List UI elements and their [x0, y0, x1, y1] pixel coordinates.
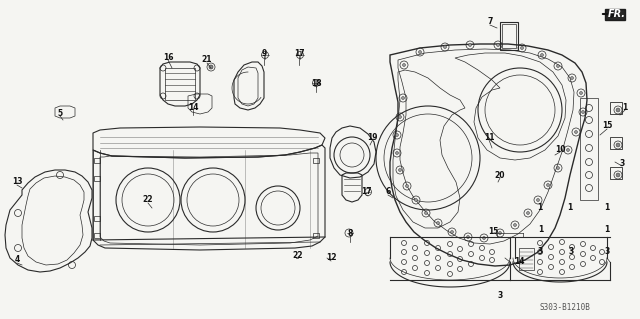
Text: 3: 3 — [620, 159, 625, 167]
Circle shape — [566, 149, 570, 152]
Circle shape — [547, 183, 550, 187]
Text: 7: 7 — [487, 18, 493, 26]
Bar — [313, 158, 319, 163]
Text: 17: 17 — [361, 188, 371, 197]
Text: 10: 10 — [555, 145, 565, 153]
Circle shape — [415, 198, 417, 202]
Text: 14: 14 — [514, 256, 524, 265]
Text: 5: 5 — [58, 108, 63, 117]
Text: 1: 1 — [568, 203, 573, 211]
Text: 21: 21 — [202, 56, 212, 64]
Circle shape — [403, 63, 406, 66]
Circle shape — [467, 235, 470, 239]
Text: 12: 12 — [326, 254, 336, 263]
Bar — [94, 176, 100, 181]
Circle shape — [499, 232, 502, 234]
Circle shape — [557, 64, 559, 68]
Bar — [94, 233, 100, 238]
Circle shape — [497, 43, 499, 47]
Text: 1: 1 — [538, 203, 543, 211]
Circle shape — [396, 133, 399, 137]
Text: 3: 3 — [568, 248, 573, 256]
Text: 3: 3 — [604, 248, 610, 256]
Text: 1: 1 — [604, 225, 610, 234]
Circle shape — [406, 184, 408, 188]
Text: 1: 1 — [604, 204, 610, 212]
Bar — [500, 22, 518, 50]
Circle shape — [616, 108, 620, 112]
Text: 22: 22 — [292, 250, 303, 259]
Circle shape — [536, 198, 540, 202]
Circle shape — [582, 110, 584, 114]
Text: 15: 15 — [488, 227, 498, 236]
Bar — [519, 248, 534, 270]
Circle shape — [616, 173, 620, 177]
Bar — [165, 68, 195, 100]
Circle shape — [579, 92, 582, 94]
Circle shape — [616, 143, 620, 147]
Bar — [94, 216, 100, 221]
Text: 9: 9 — [261, 48, 267, 57]
Circle shape — [527, 211, 529, 214]
Text: 19: 19 — [367, 133, 377, 143]
Text: 4: 4 — [14, 256, 20, 264]
Text: 6: 6 — [385, 188, 390, 197]
Bar — [502, 24, 516, 48]
Text: 11: 11 — [484, 132, 494, 142]
Circle shape — [209, 65, 213, 69]
Circle shape — [399, 115, 401, 118]
Polygon shape — [605, 9, 625, 20]
Circle shape — [541, 54, 543, 56]
Circle shape — [399, 168, 401, 172]
Text: FR.: FR. — [608, 9, 626, 19]
Bar — [94, 158, 100, 163]
Circle shape — [424, 211, 428, 214]
Circle shape — [557, 167, 559, 169]
Text: 17: 17 — [294, 48, 304, 57]
Circle shape — [520, 47, 524, 49]
Text: 16: 16 — [163, 53, 173, 62]
Text: S303-B1210B: S303-B1210B — [540, 302, 591, 311]
Circle shape — [451, 231, 454, 234]
Circle shape — [401, 97, 404, 100]
Text: 14: 14 — [188, 102, 198, 112]
Circle shape — [570, 77, 573, 79]
Text: 3: 3 — [538, 248, 543, 256]
Text: 20: 20 — [495, 170, 505, 180]
Circle shape — [483, 236, 486, 240]
Circle shape — [436, 221, 440, 225]
Text: 15: 15 — [602, 122, 612, 130]
Circle shape — [419, 50, 422, 54]
Circle shape — [575, 130, 577, 133]
Circle shape — [444, 46, 447, 48]
Circle shape — [396, 152, 399, 154]
Text: 18: 18 — [310, 78, 321, 87]
Text: 1: 1 — [538, 225, 543, 234]
Text: 1: 1 — [622, 102, 628, 112]
Circle shape — [468, 43, 472, 47]
Text: 13: 13 — [12, 177, 22, 187]
Text: 22: 22 — [143, 196, 153, 204]
Circle shape — [513, 224, 516, 226]
Text: 8: 8 — [348, 228, 353, 238]
Text: 3: 3 — [497, 291, 502, 300]
Bar — [313, 233, 319, 238]
